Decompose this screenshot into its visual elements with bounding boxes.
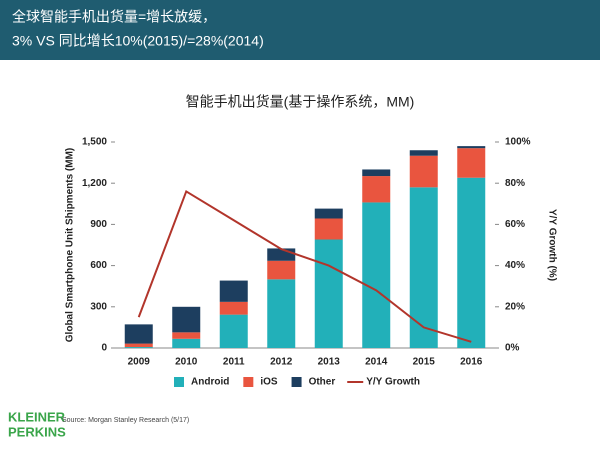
bar-segment bbox=[362, 169, 391, 177]
y-tick-label: 1,200 bbox=[82, 178, 107, 189]
y-tick-label: 0 bbox=[101, 343, 107, 354]
y2-tick-label: 20% bbox=[505, 301, 525, 312]
logo: KLEINER bbox=[8, 409, 66, 424]
x-tick-label: 2013 bbox=[318, 357, 341, 368]
x-tick-label: 2012 bbox=[270, 357, 293, 368]
legend-label: iOS bbox=[260, 377, 278, 388]
x-tick-label: 2014 bbox=[365, 357, 388, 368]
source-note: Source: Morgan Stanley Research (5/17) bbox=[62, 417, 189, 424]
bar-segment bbox=[124, 347, 153, 348]
y2-tick-label: 80% bbox=[505, 178, 525, 189]
y2-tick-label: 0% bbox=[505, 343, 520, 354]
y-axis-title: Global Smartphone Unit Shipments (MM) bbox=[65, 148, 76, 342]
bar-segment bbox=[172, 332, 201, 339]
bar-segment bbox=[267, 279, 296, 348]
header-line: 3% VS 同比增长10%(2015)/=28%(2014) bbox=[12, 33, 264, 49]
bar-segment bbox=[457, 148, 486, 178]
bar-segment bbox=[362, 176, 391, 203]
y2-tick-label: 60% bbox=[505, 219, 525, 230]
x-tick-label: 2010 bbox=[175, 357, 198, 368]
y2-tick-label: 100% bbox=[505, 137, 531, 148]
y-tick-label: 600 bbox=[90, 260, 107, 271]
bar-segment bbox=[409, 150, 438, 156]
legend-label: Other bbox=[309, 377, 336, 388]
legend-swatch bbox=[291, 377, 302, 387]
y-tick-label: 1,500 bbox=[82, 137, 107, 148]
legend-swatch bbox=[243, 377, 254, 387]
bar-segment bbox=[314, 208, 343, 219]
growth-line bbox=[137, 189, 472, 343]
bar-segment bbox=[314, 239, 343, 348]
bar-segment bbox=[124, 324, 153, 344]
header-line: 全球智能手机出货量=增长放缓， bbox=[12, 9, 216, 25]
bar-segment bbox=[219, 301, 248, 315]
bar-segment bbox=[457, 177, 486, 348]
x-tick-label: 2015 bbox=[413, 357, 436, 368]
bar-segment bbox=[267, 248, 296, 261]
legend-label: Android bbox=[191, 377, 229, 388]
bar-segment bbox=[457, 146, 486, 149]
legend-label: Y/Y Growth bbox=[366, 377, 420, 388]
bar-segment bbox=[267, 260, 296, 280]
x-tick-label: 2016 bbox=[460, 357, 483, 368]
chart-title: 智能手机出货量(基于操作系统，MM) bbox=[186, 94, 415, 110]
x-tick-label: 2009 bbox=[128, 357, 151, 368]
bar-segment bbox=[172, 306, 201, 333]
bar-segment bbox=[172, 338, 201, 348]
bar-segment bbox=[219, 280, 248, 302]
header-band bbox=[0, 0, 600, 60]
y2-tick-label: 40% bbox=[505, 260, 525, 271]
bar-segment bbox=[409, 155, 438, 188]
x-tick-label: 2011 bbox=[223, 357, 245, 368]
bar-segment bbox=[362, 202, 391, 348]
bar-segment bbox=[409, 187, 438, 348]
bar-segment bbox=[124, 343, 153, 348]
y-tick-label: 900 bbox=[90, 219, 107, 230]
y2-axis-title: Y/Y Growth (%) bbox=[546, 209, 557, 281]
bar-segment bbox=[314, 218, 343, 240]
logo: PERKINS bbox=[8, 424, 66, 439]
y-tick-label: 300 bbox=[90, 301, 107, 312]
bar-segment bbox=[219, 314, 248, 348]
legend-swatch bbox=[174, 377, 184, 387]
